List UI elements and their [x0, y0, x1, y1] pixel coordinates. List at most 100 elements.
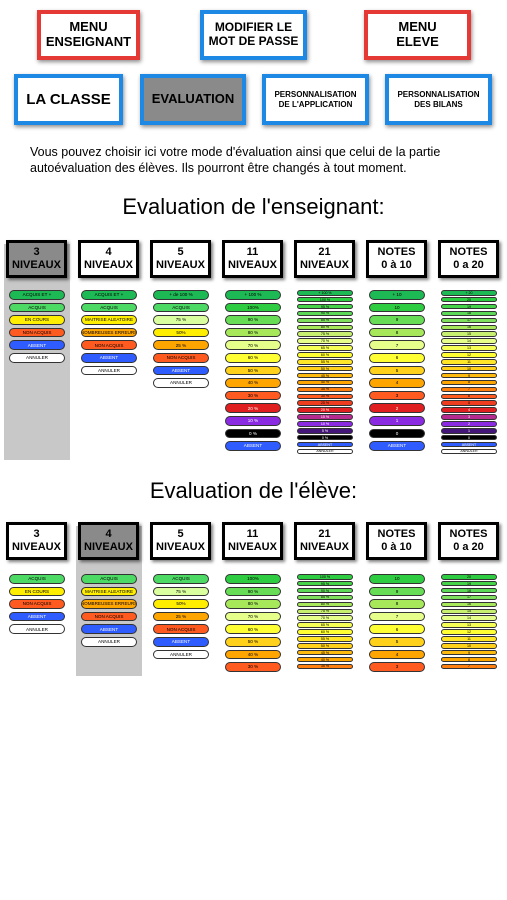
student_section-grade-option[interactable]: 13	[441, 622, 497, 628]
teacher_section-grade-option[interactable]: NOMBREUSES ERREURS	[81, 327, 137, 338]
teacher_section-grade-option[interactable]: 7	[369, 340, 425, 350]
teacher_section-grade-option[interactable]: 14	[441, 338, 497, 344]
teacher_section-grade-option[interactable]: 18	[441, 310, 497, 317]
student_section-grade-option[interactable]: 75 %	[153, 586, 209, 597]
student_section-mode-header[interactable]: 5 NIVEAUX	[150, 522, 211, 560]
student_section-grade-option[interactable]: 3	[369, 662, 425, 672]
student_section-grade-option[interactable]: 5	[369, 637, 425, 647]
student_section-grade-option[interactable]: 90 %	[225, 586, 281, 597]
teacher_section-grade-option[interactable]: ACQUIS	[9, 302, 65, 313]
teacher_section-grade-option[interactable]: 3	[369, 390, 425, 401]
student_section-grade-option[interactable]: 30 %	[225, 662, 281, 672]
student_section-grade-option[interactable]: 6	[369, 624, 425, 634]
student_section-grade-option[interactable]: 16	[441, 601, 497, 608]
teacher_section-grade-option[interactable]: 90 %	[225, 315, 281, 325]
student_section-grade-option[interactable]: 25 %	[153, 611, 209, 622]
teacher_section-grade-option[interactable]: 30 %	[225, 390, 281, 401]
teacher_section-grade-option[interactable]: + de 100 %	[153, 290, 209, 300]
teacher_section-grade-option[interactable]: ACQUIS ET +	[9, 290, 65, 300]
teacher_section-grade-option[interactable]: 30 %	[297, 393, 353, 400]
teacher_section-grade-option[interactable]: ACQUIS	[153, 302, 209, 313]
teacher_section-grade-option[interactable]: ABSENT	[225, 441, 281, 451]
teacher_section-mode-header[interactable]: 3 NIVEAUX	[6, 240, 67, 278]
student_section-grade-option[interactable]: ABSENT	[9, 611, 65, 622]
teacher_section-grade-option[interactable]: 11	[441, 359, 497, 365]
teacher_section-grade-option[interactable]: ANNULER	[9, 353, 65, 363]
teacher_section-grade-option[interactable]: 9	[441, 372, 497, 379]
student_section-grade-option[interactable]: ANNULER	[81, 637, 137, 647]
teacher_section-grade-option[interactable]: ANNULER	[81, 365, 137, 376]
teacher_section-grade-option[interactable]: 100 %	[297, 296, 353, 303]
student_section-grade-option[interactable]: 17	[441, 594, 497, 601]
student_section-grade-option[interactable]: 100 %	[297, 574, 353, 580]
student_section-grade-option[interactable]: 100%	[225, 574, 281, 584]
student_section-grade-option[interactable]: 60 %	[297, 629, 353, 635]
menu-eleve-button[interactable]: MENU ELEVE	[364, 10, 471, 60]
student_section-grade-option[interactable]: 55 %	[297, 636, 353, 642]
teacher_section-grade-option[interactable]: 1	[441, 428, 497, 434]
student_section-grade-option[interactable]: 50 %	[297, 643, 353, 649]
teacher_section-grade-option[interactable]: 4	[369, 378, 425, 388]
teacher_section-grade-option[interactable]: 75 %	[153, 315, 209, 325]
student_section-grade-option[interactable]: 50 %	[225, 637, 281, 647]
teacher_section-grade-option[interactable]: 19	[441, 303, 497, 310]
student_section-grade-option[interactable]: 7	[369, 611, 425, 622]
teacher_section-grade-option[interactable]: 12	[441, 352, 497, 358]
teacher_section-grade-option[interactable]: + 100 %	[225, 290, 281, 300]
teacher_section-mode-header[interactable]: 11 NIVEAUX	[222, 240, 283, 278]
student_section-grade-option[interactable]: 75 %	[297, 608, 353, 615]
teacher_section-grade-option[interactable]: 7	[441, 386, 497, 393]
student_section-grade-option[interactable]: 8	[369, 599, 425, 609]
student_section-grade-option[interactable]: ACQUIS	[153, 574, 209, 584]
teacher_section-mode-header[interactable]: NOTES 0 a 20	[438, 240, 499, 278]
teacher_section-grade-option[interactable]: ABSENT	[81, 353, 137, 363]
evaluation-button[interactable]: EVALUATION	[140, 74, 246, 125]
teacher_section-grade-option[interactable]: 4	[441, 407, 497, 413]
student_section-grade-option[interactable]: 8	[441, 656, 497, 663]
student_section-grade-option[interactable]: 95 %	[297, 580, 353, 587]
student_section-grade-option[interactable]: 50%	[153, 599, 209, 609]
teacher_section-grade-option[interactable]: 35 %	[297, 386, 353, 393]
teacher_section-grade-option[interactable]: 3	[441, 414, 497, 420]
teacher_section-grade-option[interactable]: 100%	[225, 302, 281, 313]
personnalisation-bilans-button[interactable]: PERSONNALISATION DES BILANS	[385, 74, 492, 125]
teacher_section-grade-option[interactable]: + 100 %	[297, 290, 353, 296]
student_section-grade-option[interactable]: 45 %	[297, 649, 353, 656]
student_section-grade-option[interactable]: 18	[441, 587, 497, 594]
teacher_section-grade-option[interactable]: 8	[369, 327, 425, 338]
teacher_section-grade-option[interactable]: 8	[441, 379, 497, 386]
teacher_section-grade-option[interactable]: NON ACQUIS	[9, 327, 65, 338]
teacher_section-mode-header[interactable]: 5 NIVEAUX	[150, 240, 211, 278]
student_section-grade-option[interactable]: 19	[441, 580, 497, 587]
student_section-grade-option[interactable]: 9	[441, 649, 497, 656]
student_section-grade-option[interactable]: ANNULER	[153, 649, 209, 660]
teacher_section-grade-option[interactable]: ABSENT	[153, 365, 209, 376]
student_section-grade-option[interactable]: 85 %	[297, 594, 353, 601]
student_section-grade-option[interactable]: 80 %	[225, 599, 281, 609]
student_section-grade-option[interactable]: 65 %	[297, 622, 353, 628]
teacher_section-grade-option[interactable]: NON ACQUIS	[153, 353, 209, 363]
teacher_section-grade-option[interactable]: 6	[441, 393, 497, 400]
teacher_section-grade-option[interactable]: 9	[369, 315, 425, 325]
teacher_section-grade-option[interactable]: 13	[441, 345, 497, 351]
teacher_section-grade-option[interactable]: 1	[369, 416, 425, 426]
teacher_section-grade-option[interactable]: 60 %	[297, 352, 353, 358]
student_section-grade-option[interactable]: 40 %	[297, 656, 353, 663]
teacher_section-grade-option[interactable]: + 10	[369, 290, 425, 300]
la-classe-button[interactable]: LA CLASSE	[14, 74, 123, 125]
teacher_section-grade-option[interactable]: 40 %	[297, 379, 353, 386]
teacher_section-mode-header[interactable]: NOTES 0 à 10	[366, 240, 427, 278]
teacher_section-grade-option[interactable]: ACQUIS ET +	[81, 290, 137, 300]
teacher_section-grade-option[interactable]: + 20	[441, 290, 497, 296]
teacher_section-grade-option[interactable]: 10	[369, 302, 425, 313]
teacher_section-grade-option[interactable]: 17	[441, 317, 497, 324]
student_section-grade-option[interactable]: 70 %	[225, 611, 281, 622]
student_section-grade-option[interactable]: 80 %	[297, 601, 353, 608]
modifier-mot-de-passe-button[interactable]: MODIFIER LE MOT DE PASSE	[200, 10, 307, 60]
teacher_section-grade-option[interactable]: 5	[441, 400, 497, 406]
teacher_section-grade-option[interactable]: 10	[441, 365, 497, 372]
teacher_section-grade-option[interactable]: 65 %	[297, 345, 353, 351]
student_section-grade-option[interactable]: NON ACQUIS	[81, 611, 137, 622]
teacher_section-grade-option[interactable]: ABSENT	[9, 340, 65, 350]
teacher_section-grade-option[interactable]: 5 %	[297, 428, 353, 434]
